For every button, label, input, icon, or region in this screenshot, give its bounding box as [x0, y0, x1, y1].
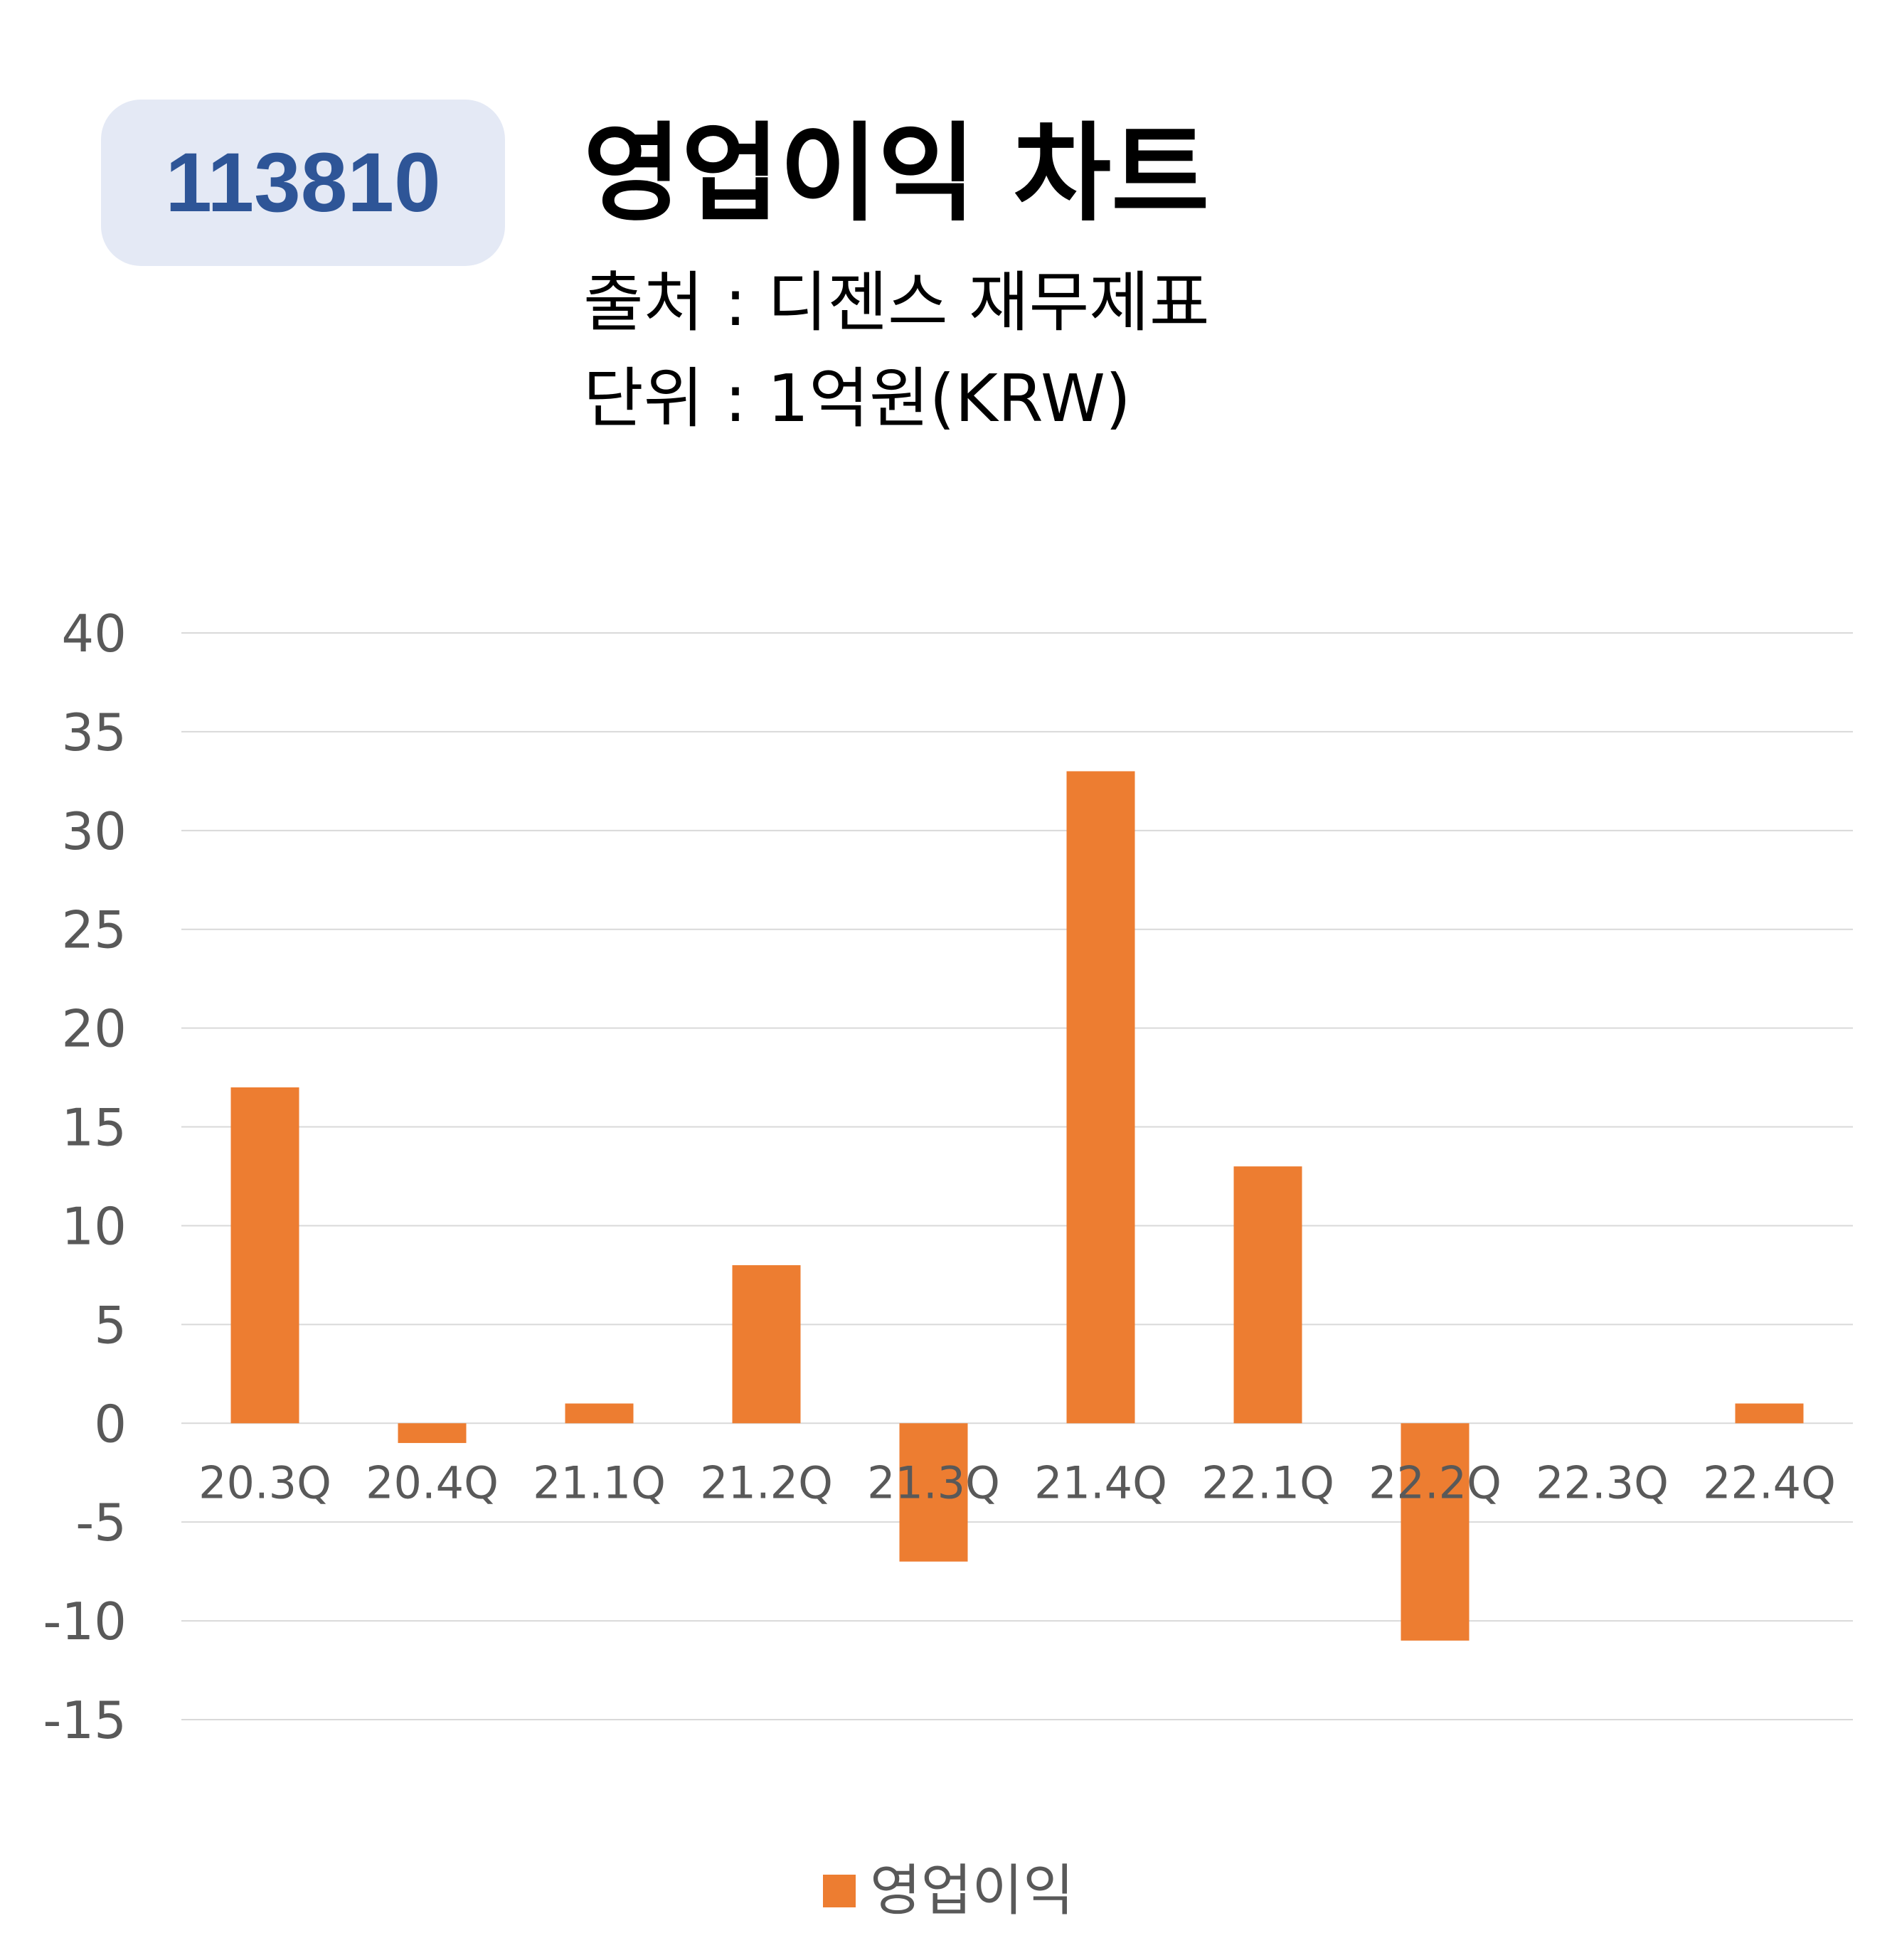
bar: [398, 1423, 467, 1444]
source-label: 출처 : 디젠스 재무제표: [583, 265, 1210, 341]
stock-code-badge: 113810: [101, 100, 505, 266]
x-tick-label: 21.1Q: [533, 1456, 666, 1508]
legend: 영업이익: [0, 1863, 1897, 1919]
bar: [230, 1087, 299, 1424]
bar: [1735, 1403, 1804, 1424]
y-tick-label: 10: [61, 1196, 127, 1256]
bar: [1066, 771, 1135, 1424]
x-tick-label: 22.1Q: [1201, 1456, 1334, 1508]
y-tick-label: 0: [94, 1394, 127, 1454]
y-tick-label: 30: [61, 801, 127, 861]
y-tick-label: -15: [43, 1690, 127, 1750]
legend-label: 영업이익: [869, 1859, 1075, 1923]
x-tick-label: 21.4Q: [1034, 1456, 1167, 1508]
bar: [1233, 1166, 1302, 1424]
y-tick-label: -10: [43, 1592, 127, 1651]
y-tick-label: 15: [61, 1098, 127, 1158]
unit-label: 단위 : 1억원(KRW): [583, 361, 1131, 437]
x-tick-label: 22.2Q: [1369, 1456, 1502, 1508]
bar: [1401, 1423, 1470, 1641]
x-tick-label: 21.3Q: [867, 1456, 1000, 1508]
x-tick-label: 21.2Q: [700, 1456, 833, 1508]
y-tick-label: 25: [61, 900, 127, 960]
y-tick-label: 40: [61, 604, 127, 664]
legend-swatch: [822, 1875, 856, 1907]
y-tick-label: 20: [61, 999, 127, 1059]
x-tick-label: 20.4Q: [366, 1456, 499, 1508]
bar: [899, 1423, 968, 1562]
bar: [732, 1265, 801, 1424]
y-tick-label: 5: [94, 1295, 127, 1355]
y-tick-label: 35: [61, 703, 127, 762]
chart-title: 영업이익 차트: [583, 112, 1210, 236]
x-tick-label: 20.3Q: [198, 1456, 331, 1508]
y-tick-label: -5: [75, 1493, 127, 1552]
bar: [565, 1403, 634, 1424]
x-tick-label: 22.4Q: [1703, 1456, 1836, 1508]
x-tick-label: 22.3Q: [1536, 1456, 1669, 1508]
